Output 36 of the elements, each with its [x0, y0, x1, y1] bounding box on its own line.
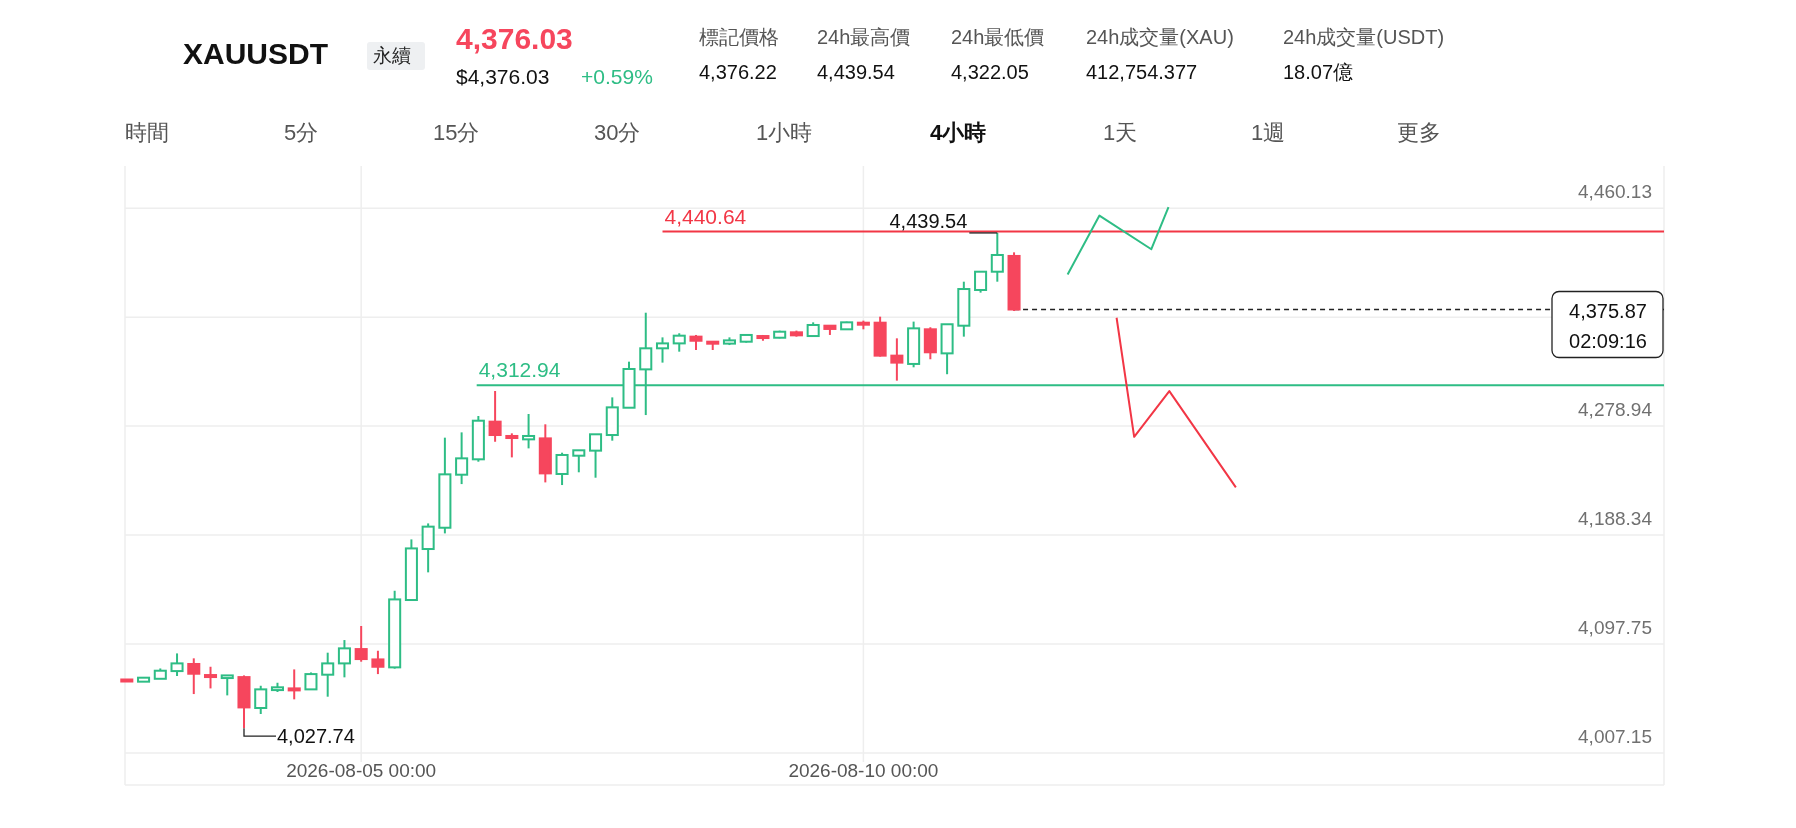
- text: 15分: [433, 120, 480, 145]
- x-tick-label: 2026-08-05 00:00: [286, 760, 437, 781]
- text: 標記價格: [699, 26, 779, 48]
- text: 永續: [373, 45, 411, 66]
- x-tick-label: 2026-08-10 00:00: [788, 760, 939, 781]
- y-tick-label: 4,460.13: [1578, 181, 1652, 203]
- y-tick-label: 4,097.75: [1578, 616, 1652, 638]
- text: 更多: [1397, 120, 1441, 145]
- text: 4,376.22: [699, 61, 777, 83]
- text: 412,754.377: [1086, 61, 1198, 83]
- text: 1小時: [756, 120, 813, 145]
- text: 5分: [284, 120, 319, 145]
- y-tick-label: 4,188.34: [1578, 508, 1653, 530]
- text: 1週: [1251, 120, 1286, 145]
- text: 4小時: [930, 120, 987, 145]
- annotation: 4,439.54: [889, 209, 968, 232]
- text: 24h最低價: [951, 26, 1045, 48]
- text: 24h最高價: [817, 26, 911, 48]
- text: 18.07億: [1283, 61, 1354, 83]
- text: 24h成交量(XAU): [1086, 26, 1234, 48]
- text: 時間: [125, 120, 169, 145]
- text: 1天: [1103, 120, 1138, 145]
- annotation: 4,440.64: [664, 204, 747, 228]
- text: 4,376.03: [456, 22, 573, 55]
- annotation: 4,312.94: [478, 358, 561, 382]
- text: $4,376.03: [456, 65, 550, 88]
- text: 4,439.54: [817, 61, 895, 83]
- y-tick-label: 4,278.94: [1578, 399, 1653, 421]
- text: 30分: [594, 120, 641, 145]
- y-tick-label: 4,007.15: [1578, 725, 1652, 747]
- chart-title: XAUUSDT: [183, 37, 329, 70]
- text: 24h成交量(USDT): [1283, 26, 1445, 48]
- annotation: 4,027.74: [277, 725, 355, 748]
- ref-line-label: 4,375.87 02:09:16: [1569, 299, 1647, 352]
- text: 4,322.05: [951, 61, 1029, 83]
- text: +0.59%: [581, 65, 653, 88]
